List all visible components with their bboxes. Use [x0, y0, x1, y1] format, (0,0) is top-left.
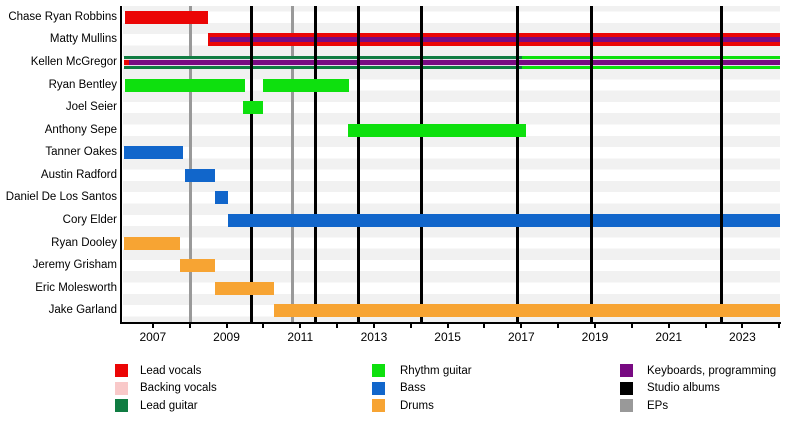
axis-tick: [557, 324, 560, 328]
axis-tick: [188, 324, 191, 328]
timeline-bar-bass: [228, 213, 780, 227]
timeline-bar-bass: [215, 191, 228, 205]
member-label: Ryan Bentley: [48, 78, 117, 91]
timeline-bar-bass: [124, 146, 183, 160]
legend-swatch-bass: [372, 381, 385, 395]
axis-tick: [667, 324, 670, 328]
axis-tick: [336, 324, 339, 328]
timeline-bar-bass: [184, 168, 216, 182]
role-stripe-keyboards: [128, 58, 780, 66]
album-line-overlay: [249, 6, 253, 74]
role-stripe-lead_vocals: [124, 58, 129, 66]
album-line-overlay: [314, 6, 318, 74]
legend-label-drums: Drums: [400, 399, 434, 412]
member-label: Jeremy Grisham: [32, 259, 117, 272]
member-label: Austin Radford: [40, 168, 117, 181]
axis-year-label: 2013: [360, 330, 388, 344]
timeline-bar-rhythm_guitar: [242, 101, 264, 115]
axis-year-label: 2023: [729, 330, 756, 344]
x-axis-line: [120, 322, 781, 324]
timeline-bar-lead_vocals: [124, 10, 209, 24]
axis-year-label: 2017: [507, 330, 535, 344]
timeline-bar-rhythm_guitar: [124, 78, 245, 92]
timeline-bar-drums: [273, 304, 780, 318]
axis-tick: [446, 324, 449, 328]
legend-label-rhythm_guitar: Rhythm guitar: [400, 364, 472, 377]
legend-label-eps: EPs: [647, 399, 669, 412]
timeline-bar-rhythm_guitar: [347, 123, 526, 137]
member-label: Tanner Oakes: [45, 146, 117, 159]
legend-swatch-lead_guitar: [115, 399, 128, 412]
legend-label-studio_albums: Studio albums: [647, 382, 720, 394]
ep-line: [188, 6, 192, 322]
album-line: [314, 6, 318, 322]
member-label: Kellen McGregor: [30, 55, 117, 68]
legend-swatch-backing_vocals: [115, 381, 128, 395]
axis-tick: [483, 324, 486, 328]
axis-tick: [594, 324, 597, 328]
plot-background: [123, 6, 780, 322]
legend-swatch-drums: [372, 399, 385, 412]
legend-label-keyboards: Keyboards, programming: [647, 364, 777, 377]
album-line-overlay: [420, 6, 424, 74]
axis-tick: [372, 324, 375, 328]
member-label: Cory Elder: [62, 213, 117, 226]
album-line: [516, 6, 520, 322]
role-stripe-keyboards: [210, 37, 780, 43]
axis-tick: [520, 324, 523, 328]
legend-label-lead_guitar: Lead guitar: [140, 399, 198, 412]
member-label: Daniel De Los Santos: [5, 191, 117, 204]
legend-swatch-keyboards: [620, 364, 633, 377]
axis-year-label: 2011: [287, 330, 314, 344]
timeline-bar-drums: [215, 281, 274, 295]
member-label: Anthony Sepe: [44, 123, 117, 136]
member-label: Chase Ryan Robbins: [8, 10, 117, 23]
timeline-bar-drums: [179, 259, 216, 273]
axis-year-label: 2015: [434, 330, 461, 344]
axis-tick: [704, 324, 707, 328]
album-line-overlay: [516, 6, 520, 74]
ep-line: [291, 6, 295, 322]
legend-label-lead_vocals: Lead vocals: [140, 364, 202, 377]
member-label: Jake Garland: [48, 304, 117, 317]
axis-tick: [409, 324, 412, 328]
timeline-bar-drums: [124, 236, 180, 250]
timeline-bar-rhythm_guitar: [263, 78, 349, 92]
axis-tick: [778, 324, 781, 328]
legend-swatch-eps: [620, 399, 633, 412]
album-line: [249, 6, 253, 322]
legend-label-backing_vocals: Backing vocals: [140, 382, 217, 394]
axis-year-label: 2007: [139, 330, 167, 344]
album-line: [356, 6, 360, 322]
axis-tick: [630, 324, 633, 328]
axis-tick: [299, 324, 302, 328]
member-label: Matty Mullins: [49, 33, 117, 46]
legend-swatch-rhythm_guitar: [372, 364, 385, 377]
y-axis-line: [120, 6, 122, 324]
album-line-overlay: [356, 6, 360, 74]
axis-year-label: 2021: [655, 330, 683, 344]
legend-swatch-lead_vocals: [115, 364, 128, 377]
axis-tick: [225, 324, 228, 328]
axis-year-label: 2009: [213, 330, 240, 344]
album-line: [420, 6, 424, 322]
member-label: Joel Seier: [65, 101, 117, 114]
album-line-overlay: [589, 6, 593, 304]
axis-tick: [151, 324, 154, 328]
member-label: Eric Molesworth: [35, 281, 117, 294]
member-label: Ryan Dooley: [51, 236, 117, 249]
legend-swatch-studio_albums: [620, 381, 633, 395]
axis-year-label: 2019: [581, 330, 609, 344]
axis-tick: [262, 324, 265, 328]
legend-label-bass: Bass: [400, 382, 426, 394]
album-line-overlay: [719, 6, 723, 304]
axis-tick: [741, 324, 744, 328]
